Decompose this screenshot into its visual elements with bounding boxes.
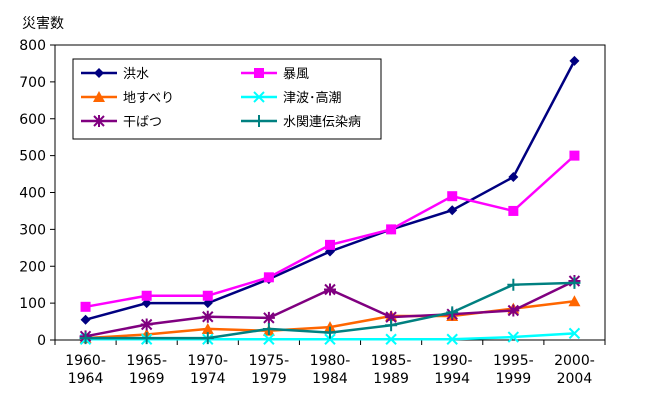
data-point: [507, 331, 520, 343]
series-5: [79, 276, 581, 345]
data-point: [385, 311, 398, 324]
legend-item: 干ばつ: [81, 115, 162, 130]
data-point: [263, 333, 275, 345]
data-point: [80, 301, 91, 312]
x-tick-label: 1965-1969: [126, 353, 167, 387]
data-point: [569, 150, 580, 161]
data-point: [140, 318, 153, 331]
data-point: [262, 322, 275, 335]
data-point: [447, 191, 458, 202]
y-tick-label: 100: [19, 296, 46, 312]
data-point: [140, 332, 153, 345]
y-tick-label: 300: [19, 222, 46, 238]
y-tick-label: 400: [19, 186, 46, 202]
legend-item: 地すべり: [81, 91, 174, 106]
y-tick-label: 600: [19, 112, 46, 128]
legend-item: 洪水: [81, 67, 149, 82]
legend-marker: [253, 115, 265, 127]
data-point: [385, 333, 397, 345]
data-point: [80, 314, 91, 325]
data-point: [568, 327, 581, 340]
data-point: [447, 205, 458, 216]
legend-label: 洪水: [123, 67, 149, 82]
data-point: [201, 332, 214, 345]
data-point: [446, 306, 459, 319]
x-tick-label: 1975-1979: [249, 353, 290, 387]
data-point: [325, 239, 335, 250]
axes: 0 100 200 300 400 500 600 700 800 1960-1964 1965-1…: [19, 38, 606, 387]
legend-item: 津波･高潮: [241, 90, 342, 106]
data-point: [324, 283, 336, 296]
data-point: [446, 333, 458, 345]
series-1: [80, 150, 580, 312]
x-tick-label: 1985-1989: [371, 353, 412, 387]
data-point: [79, 332, 92, 345]
data-point: [201, 322, 214, 334]
y-axis-title: 災害数: [22, 16, 64, 32]
x-tick-label: 1970-1974: [187, 353, 228, 387]
data-point: [324, 333, 336, 345]
legend-item: 暴風: [241, 67, 309, 82]
x-tick-label: 1995-1999: [493, 353, 534, 387]
data-point: [508, 172, 519, 183]
series-4: [79, 275, 581, 343]
y-tick-label: 200: [19, 259, 46, 275]
data-point: [507, 278, 520, 291]
legend-marker: [93, 91, 105, 102]
data-point: [568, 295, 581, 307]
legend-marker: [254, 68, 264, 78]
legend-marker: [93, 115, 105, 127]
data-point: [385, 319, 398, 332]
data-point: [202, 290, 213, 301]
data-point: [263, 272, 274, 283]
data-point: [568, 276, 581, 289]
data-point: [507, 304, 520, 317]
y-tick-label: 700: [19, 75, 46, 91]
y-tick-label: 800: [19, 38, 46, 54]
legend-box: [72, 58, 382, 140]
data-point: [262, 311, 275, 324]
x-tick-label: 1980-1984: [310, 353, 351, 387]
series-layer: [79, 55, 581, 345]
legend-label: 津波･高潮: [283, 90, 342, 106]
data-point: [141, 290, 152, 301]
data-point: [386, 224, 397, 235]
legend-label: 暴風: [283, 67, 309, 82]
data-point: [201, 310, 214, 323]
legend-marker: [253, 91, 265, 103]
x-tick-label: 1960-1964: [65, 353, 106, 387]
legend-label: 干ばつ: [123, 115, 162, 130]
legend-item: 水関連伝染病: [241, 115, 361, 130]
legend-marker: [94, 68, 104, 78]
y-tick-label: 500: [19, 149, 46, 165]
data-point: [508, 205, 519, 216]
x-tick-label: 1990-1994: [432, 353, 473, 387]
data-point: [569, 55, 580, 66]
legend-label: 水関連伝染病: [283, 115, 361, 130]
data-point: [324, 326, 336, 339]
x-tick-label: 2000-2004: [554, 353, 595, 387]
data-point: [324, 321, 336, 333]
y-tick-label: 0: [37, 333, 46, 349]
legend-label: 地すべり: [123, 91, 174, 106]
